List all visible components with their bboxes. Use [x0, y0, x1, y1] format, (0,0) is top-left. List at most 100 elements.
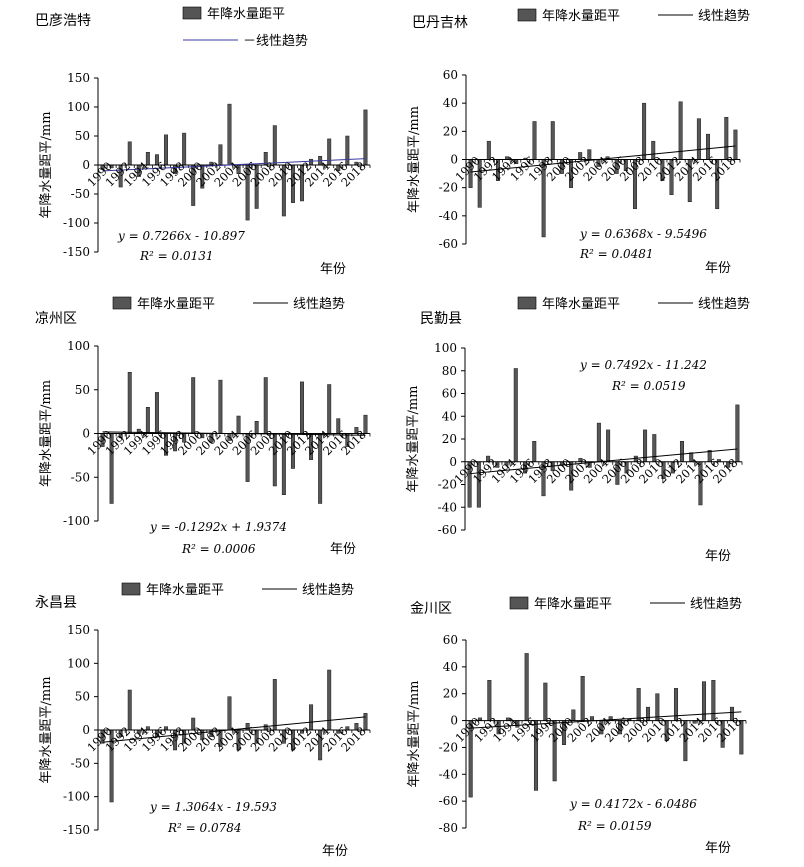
legend-bar-swatch	[509, 596, 529, 610]
bar	[363, 713, 368, 731]
legend-bar-swatch	[121, 582, 141, 596]
legend-bar-label: 年降水量距平	[207, 7, 285, 22]
y-tick-label: 80	[442, 364, 457, 378]
legend-trend-label: 线性趋势	[302, 582, 354, 598]
bar	[272, 679, 277, 731]
y-tick-label: 40	[443, 96, 458, 110]
bar	[191, 377, 196, 434]
y-tick-label: 150	[67, 623, 90, 637]
y-axis-label: 年降水量距平/mm	[407, 106, 422, 213]
y-tick-label: -20	[439, 740, 458, 754]
y-tick-label: -150	[63, 823, 90, 837]
x-axis-label: 年份	[322, 844, 348, 859]
bar	[363, 414, 368, 434]
y-tick-label: 0	[449, 455, 457, 469]
chart-legend: 年降水量距平 线性趋势	[121, 582, 354, 598]
bar	[587, 149, 592, 160]
trend-line	[102, 158, 366, 172]
trend-equation: y = -0.1292x + 1.9374	[149, 520, 287, 534]
y-tick-label: 20	[443, 687, 458, 701]
chart-title: 凉州区	[35, 311, 77, 327]
bar	[227, 103, 232, 166]
bar	[701, 681, 707, 721]
y-tick-label: -100	[63, 514, 90, 528]
y-axis-label: 年降水量距平/mm	[39, 676, 54, 783]
bar	[309, 704, 314, 731]
bar	[696, 118, 701, 160]
bar	[513, 368, 518, 463]
chart-legend: 年降水量距平 线性趋势	[517, 296, 750, 312]
y-tick-label: -50	[71, 187, 90, 201]
bar	[182, 132, 187, 166]
bar	[272, 125, 277, 166]
y-tick-label: -40	[439, 767, 458, 781]
y-tick-label: 60	[443, 633, 458, 647]
bar	[550, 121, 555, 160]
y-tick-label: 50	[75, 129, 90, 143]
legend-bar-label: 年降水量距平	[534, 597, 612, 612]
chart-panel-1: 巴彦浩特 年降水量距平 －线性趋势 150 100 50 0 -50 -100 -150 年降水量距…	[35, 6, 371, 277]
trend-equation: y = 1.3064x - 19.593	[149, 800, 277, 814]
trend-r2: R² = 0.0519	[611, 379, 686, 393]
y-axis-label: 年降水量距平/mm	[406, 385, 421, 492]
bar	[524, 653, 529, 721]
y-tick-label: 100	[67, 339, 90, 353]
y-tick-label: -40	[438, 500, 457, 514]
y-tick-label: 0	[450, 153, 458, 167]
bar	[127, 372, 132, 434]
bar	[571, 709, 576, 721]
y-tick-label: 20	[443, 124, 458, 138]
bar	[263, 377, 268, 434]
bar	[679, 441, 684, 462]
trend-equation: y = 0.4172x - 6.0486	[569, 797, 697, 811]
chart-legend: 年降水量距平 线性趋势	[509, 596, 742, 612]
y-tick-label: 0	[82, 723, 90, 737]
trend-r2: R² = 0.0481	[579, 247, 654, 261]
bar	[327, 138, 332, 166]
y-tick-label: -100	[63, 216, 90, 230]
bar	[580, 676, 585, 721]
bar	[154, 392, 159, 434]
x-axis-label: 年份	[330, 542, 356, 557]
legend-trend-label: 线性趋势	[690, 596, 742, 612]
chart-title: 巴彦浩特	[35, 13, 91, 29]
y-tick-label: 0	[82, 427, 90, 441]
y-tick-label: 0	[450, 714, 458, 728]
y-tick-label: 0	[82, 158, 90, 172]
chart-panel-4: 民勤县 年降水量距平 线性趋势 100 80 60 40 20 0 -20 -40 -60 年降水量距平…	[406, 296, 750, 564]
y-axis-label: 年降水量距平/mm	[39, 380, 54, 487]
y-tick-label: -150	[63, 245, 90, 259]
bar	[532, 441, 537, 462]
trend-equation: y = 0.7266x - 10.897	[117, 229, 245, 243]
bar	[127, 689, 132, 731]
chart-title: 永昌县	[35, 595, 77, 611]
trend-line	[470, 711, 742, 729]
y-tick-label: -100	[63, 790, 90, 804]
y-tick-label: 40	[442, 409, 457, 423]
bar	[164, 134, 168, 166]
trend-r2: R² = 0.0006	[181, 542, 256, 556]
y-tick-label: -40	[439, 209, 458, 223]
bar	[363, 109, 368, 166]
bar	[127, 141, 132, 166]
bar	[642, 102, 647, 160]
y-tick-label: -60	[439, 794, 458, 808]
legend-bar-label: 年降水量距平	[137, 297, 215, 312]
trend-line	[470, 145, 736, 173]
legend-bar-label: 年降水量距平	[542, 297, 620, 312]
y-tick-label: 20	[442, 432, 457, 446]
legend-bar-label: 年降水量距平	[542, 9, 620, 24]
trend-r2: R² = 0.0784	[167, 821, 242, 835]
legend-bar-swatch	[182, 6, 202, 20]
y-tick-label: 60	[442, 387, 457, 401]
y-tick-label: -60	[439, 237, 458, 251]
trend-line	[102, 431, 366, 436]
bar	[532, 121, 537, 160]
trend-r2: R² = 0.0131	[139, 249, 214, 263]
legend-trend-label: 线性趋势	[698, 296, 750, 312]
chart-title: 巴丹吉林	[412, 15, 468, 31]
bar	[145, 151, 150, 166]
chart-legend: 年降水量距平 线性趋势	[112, 296, 345, 312]
